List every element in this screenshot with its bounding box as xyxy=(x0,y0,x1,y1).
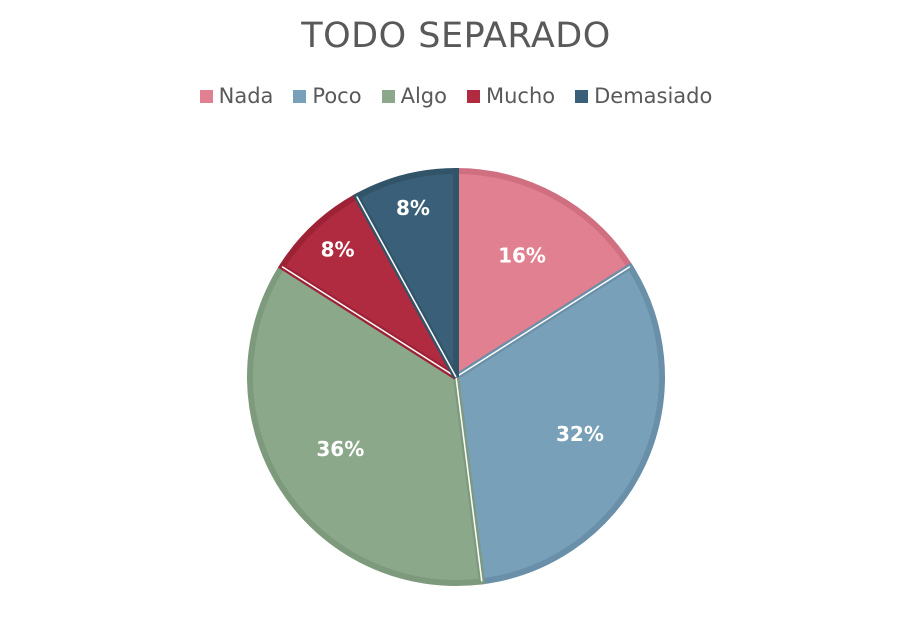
legend-item-nada: Nada xyxy=(199,84,274,108)
pie-label-demasiado: 8% xyxy=(396,196,430,220)
pie-label-poco: 32% xyxy=(556,422,604,446)
legend-label-algo: Algo xyxy=(400,84,447,108)
pie-slice-demasiado xyxy=(352,167,459,379)
pie-slice-poco xyxy=(452,262,665,585)
legend-label-poco: Poco xyxy=(312,84,362,108)
legend-swatch-nada xyxy=(199,89,213,103)
legend-label-demasiado: Demasiado xyxy=(594,84,713,108)
pie-label-nada: 16% xyxy=(498,243,546,267)
legend-swatch-poco xyxy=(293,89,307,103)
pie-slice-algo xyxy=(247,262,486,586)
legend-item-demasiado: Demasiado xyxy=(575,84,712,108)
pie-separator-mucho xyxy=(281,265,457,378)
legend-label-nada: Nada xyxy=(218,84,274,108)
legend-item-algo: Algo xyxy=(381,84,447,108)
pie-label-algo: 36% xyxy=(316,437,364,461)
pie-separator-algo xyxy=(455,376,483,582)
legend-item-mucho: Mucho xyxy=(466,84,556,108)
chart-title: TODO SEPARADO xyxy=(301,16,611,56)
legend-swatch-mucho xyxy=(466,89,480,103)
pie-separator-poco xyxy=(455,265,631,378)
legend-swatch-demasiado xyxy=(575,89,589,103)
legend: Nada Poco Algo Mucho Demasiado xyxy=(0,84,912,108)
pie-slice-nada xyxy=(453,167,635,383)
legend-item-poco: Poco xyxy=(293,84,362,108)
legend-swatch-algo xyxy=(381,89,395,103)
pie-separator-demasiado xyxy=(356,196,457,378)
pie-label-mucho: 8% xyxy=(321,237,355,261)
legend-label-mucho: Mucho xyxy=(485,84,556,108)
